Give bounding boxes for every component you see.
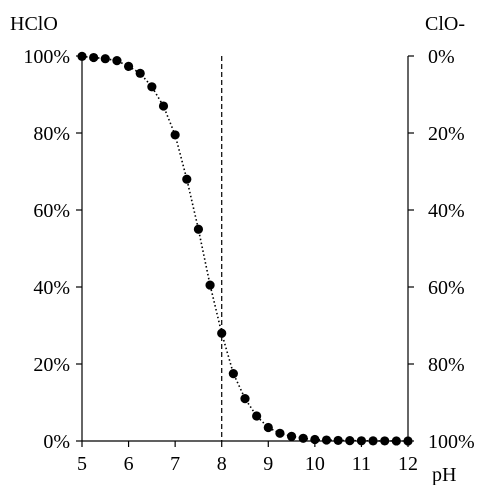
data-point [136,69,145,78]
data-point [334,436,343,445]
data-point [264,423,273,432]
y-tick-label-right: 40% [428,200,465,222]
data-point [322,435,331,444]
data-point [380,436,389,445]
data-point [287,432,296,441]
y-tick-label-right: 80% [428,354,465,376]
x-tick-label: 9 [263,453,273,475]
data-point [299,434,308,443]
data-point [357,436,366,445]
data-point [368,436,377,445]
data-point [194,225,203,234]
y-tick-label-right: 0% [428,46,455,68]
data-point [124,62,133,71]
y-tick-label-right: 20% [428,123,465,145]
x-tick-label: 11 [352,453,371,475]
series-line [82,56,408,441]
data-point [252,411,261,420]
y-tick-label-left: 20% [33,354,70,376]
y-tick-label-right: 60% [428,277,465,299]
data-point [240,394,249,403]
x-tick-label: 8 [217,453,227,475]
x-axis-label: pH [432,464,456,485]
data-point [77,52,86,61]
x-tick-label: 12 [398,453,418,475]
series-markers [77,52,412,446]
y-tick-label-left: 0% [43,431,70,453]
y-tick-label-left: 40% [33,277,70,299]
x-tick-label: 7 [170,453,180,475]
data-point [171,130,180,139]
data-point [182,175,191,184]
data-point [275,429,284,438]
x-tick-label: 10 [305,453,325,475]
data-point [217,329,226,338]
y-tick-label-right: 100% [428,431,475,453]
data-point [147,82,156,91]
data-point [403,436,412,445]
y-tick-label-left: 60% [33,200,70,222]
y-axis-label-right: ClO- [425,13,465,35]
y-tick-label-left: 80% [33,123,70,145]
data-point [159,101,168,110]
data-point [101,54,110,63]
data-point [345,436,354,445]
data-point [310,435,319,444]
x-tick-label: 5 [77,453,87,475]
x-tick-label: 6 [124,453,134,475]
axes: 0% 20% 40% 60% 80% 100% 100% 80% 60% 40% 20% 0% 5 6 7 8… [23,46,474,475]
y-axis-label-left: HClO [10,13,58,35]
data-point [229,369,238,378]
data-point [89,53,98,62]
data-point [205,280,214,289]
data-point [392,436,401,445]
data-point [112,56,121,65]
y-tick-label-left: 100% [23,46,70,68]
